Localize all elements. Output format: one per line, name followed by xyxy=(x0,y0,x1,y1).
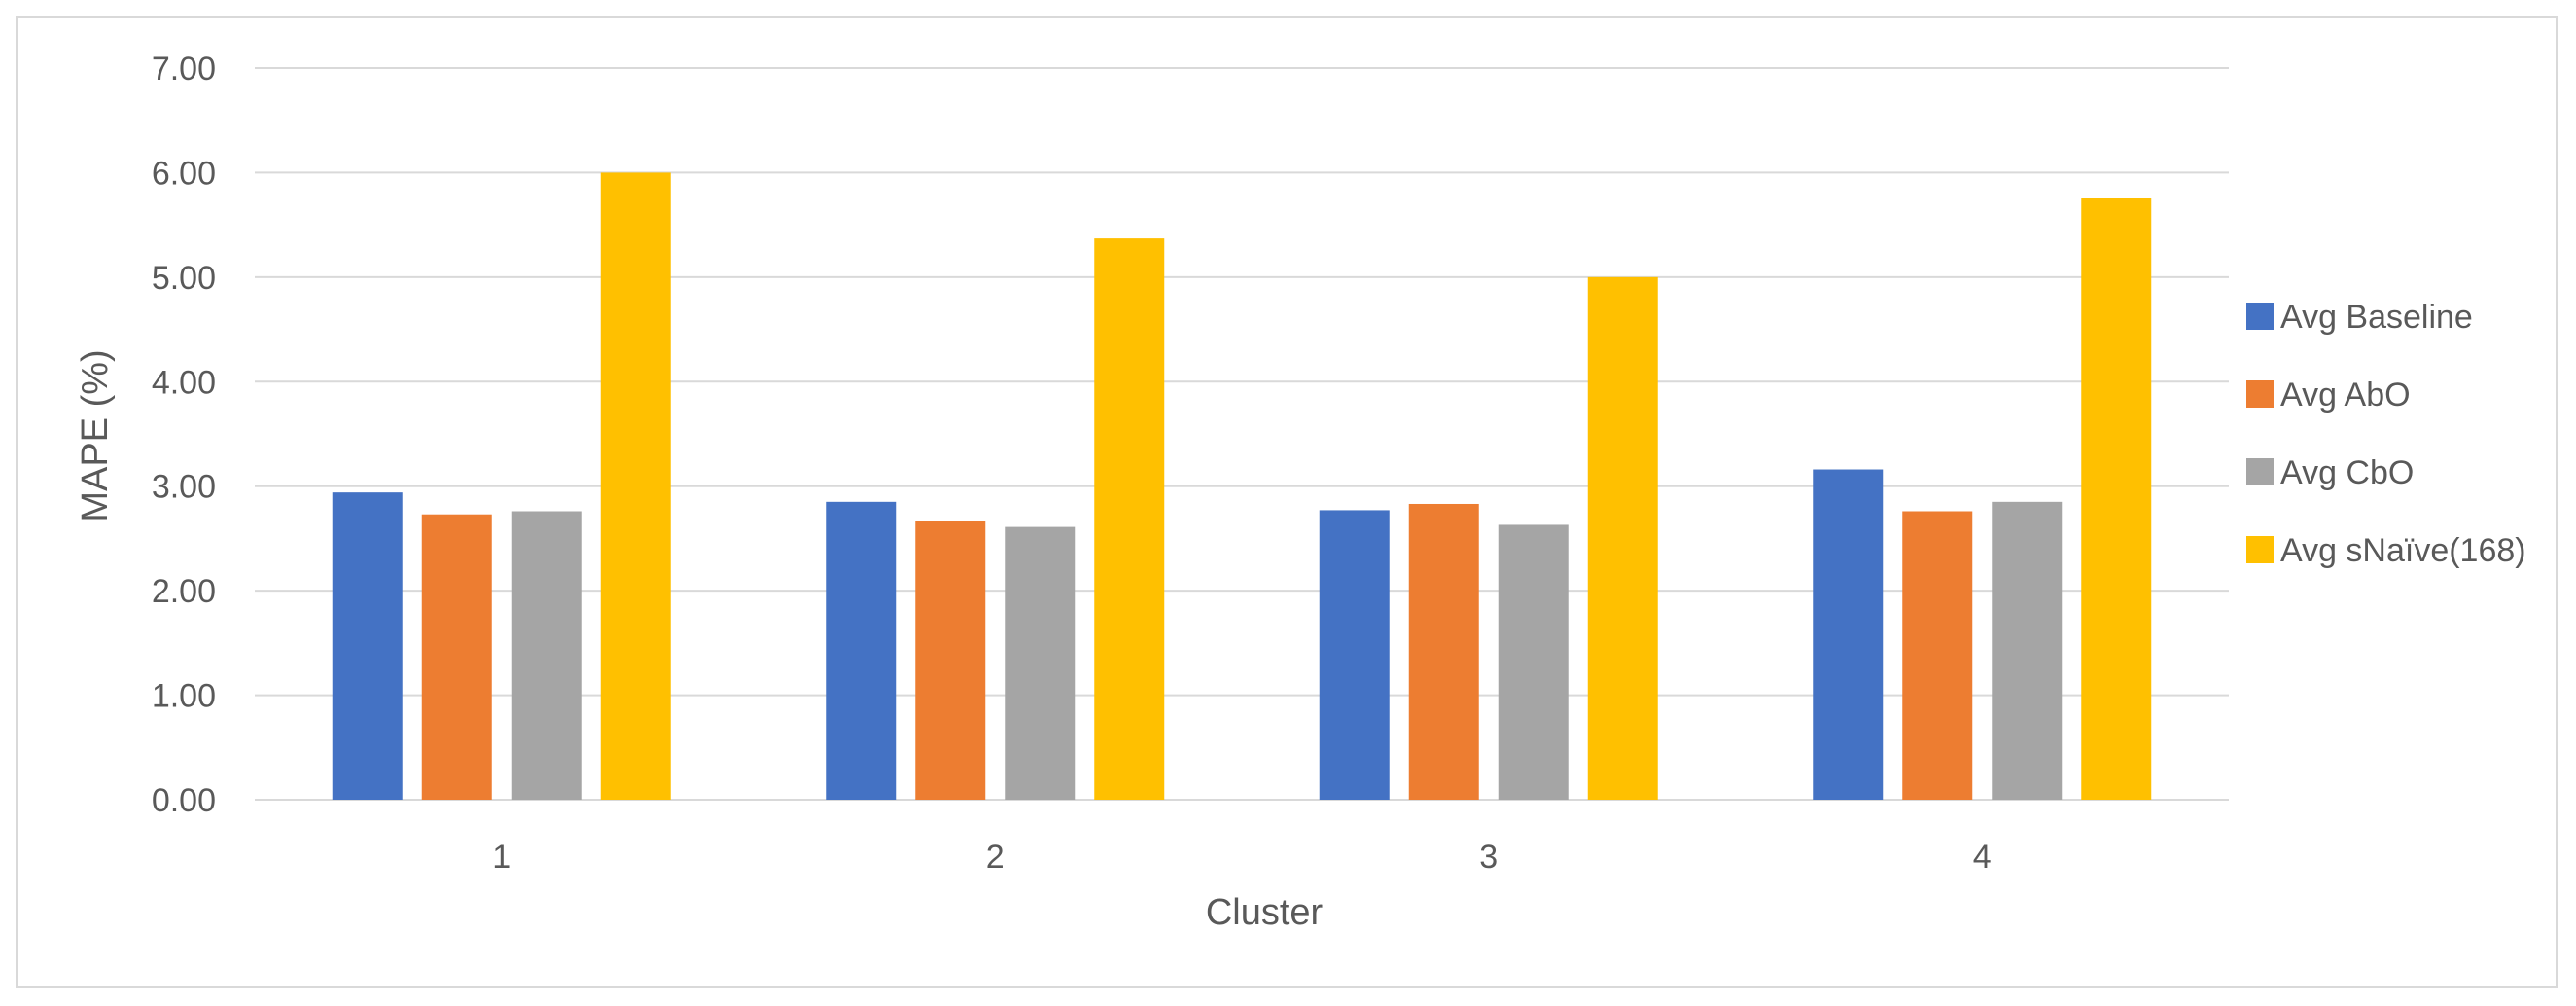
bar-avg-cbo-cluster-2 xyxy=(1005,526,1076,800)
legend-label: Avg Baseline xyxy=(2280,299,2473,336)
gridlines xyxy=(255,67,2229,801)
legend-label: Avg sNaïve(168) xyxy=(2280,532,2526,569)
legend-swatch xyxy=(2246,536,2274,563)
bar-avg-abo-cluster-2 xyxy=(915,521,986,800)
y-tick-label: 0.00 xyxy=(152,782,216,819)
x-tick-label: 3 xyxy=(1479,839,1498,876)
bar-avg-sna-ve-168--cluster-4 xyxy=(2081,198,2152,800)
legend-label: Avg CbO xyxy=(2280,454,2414,491)
legend: Avg Baseline Avg AbO Avg CbO Avg sNaïve(168… xyxy=(2246,299,2526,569)
y-tick-label: 6.00 xyxy=(152,155,216,192)
bar-avg-sna-ve-168--cluster-2 xyxy=(1094,238,1165,800)
x-tick-label: 2 xyxy=(986,839,1005,876)
y-tick-label: 2.00 xyxy=(152,573,216,610)
bar-avg-cbo-cluster-1 xyxy=(511,511,582,800)
bar-avg-baseline-cluster-1 xyxy=(332,492,403,800)
legend-swatch xyxy=(2246,380,2274,408)
bars xyxy=(332,172,2152,800)
y-tick-label: 7.00 xyxy=(152,51,216,88)
y-tick-label: 3.00 xyxy=(152,469,216,506)
bar-avg-sna-ve-168--cluster-3 xyxy=(1587,276,1658,800)
y-tick-label: 5.00 xyxy=(152,260,216,297)
bar-avg-sna-ve-168--cluster-1 xyxy=(600,172,671,800)
bar-avg-baseline-cluster-4 xyxy=(1813,469,1884,800)
bar-avg-baseline-cluster-3 xyxy=(1319,510,1390,800)
bar-avg-abo-cluster-1 xyxy=(421,514,492,800)
bar-avg-cbo-cluster-3 xyxy=(1498,524,1569,800)
bar-avg-abo-cluster-4 xyxy=(1902,511,1973,800)
x-tick-labels: 1 2 3 4 xyxy=(492,839,1991,876)
legend-swatch xyxy=(2246,458,2274,485)
y-tick-label: 4.00 xyxy=(152,364,216,401)
bar-avg-abo-cluster-3 xyxy=(1408,503,1479,800)
y-axis-title: MAPE (%) xyxy=(75,349,116,521)
x-tick-label: 4 xyxy=(1973,839,1992,876)
legend-label: Avg AbO xyxy=(2280,377,2411,413)
legend-swatch xyxy=(2246,303,2274,330)
bar-avg-baseline-cluster-2 xyxy=(826,501,897,800)
y-tick-label: 1.00 xyxy=(152,678,216,715)
x-tick-label: 1 xyxy=(492,839,511,876)
x-axis-title: Cluster xyxy=(1206,892,1323,933)
y-tick-labels: 0.00 1.00 2.00 3.00 4.00 5.00 6.00 7.00 xyxy=(152,51,216,819)
bar-avg-cbo-cluster-4 xyxy=(1992,501,2063,800)
